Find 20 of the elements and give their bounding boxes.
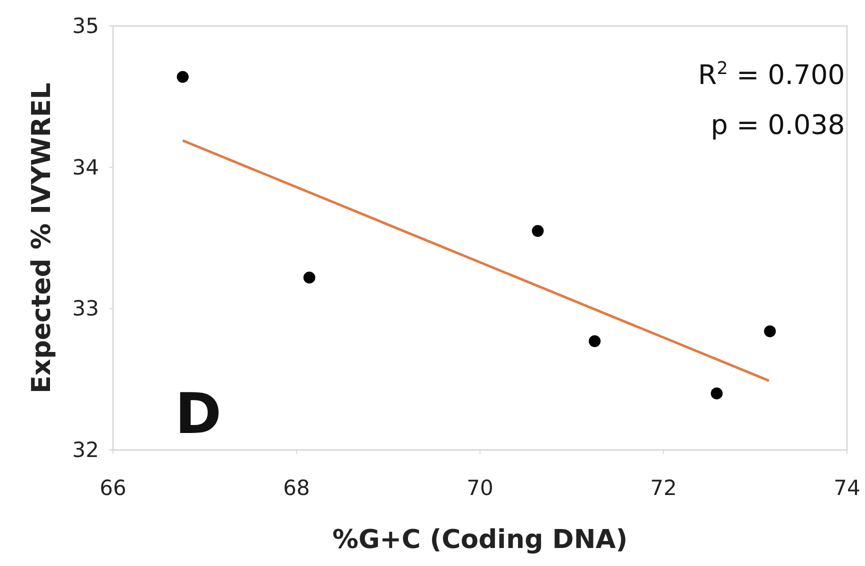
x-tick-label: 72 (650, 476, 677, 500)
point (764, 325, 776, 338)
annotation: D (175, 382, 222, 447)
x-tick-label: 70 (466, 476, 494, 500)
y-tick-label: 35 (72, 14, 99, 38)
point (532, 225, 544, 237)
x-tick-label: 74 (834, 476, 860, 500)
x-tick-label: 66 (100, 476, 126, 500)
point (303, 272, 316, 284)
x-tick-label: 68 (283, 476, 310, 500)
x-axis-title: %G+C (Coding DNA) (332, 525, 628, 555)
y-tick-label: 34 (72, 155, 99, 180)
point (176, 70, 189, 83)
y-tick-label: 33 (72, 296, 99, 321)
y-tick-label: 32 (72, 438, 99, 462)
point (588, 335, 601, 348)
y-axis-title: Expected % IVYWREL (27, 82, 57, 394)
point (710, 388, 723, 400)
annotation: R$^{2}$ = 0.700 (698, 59, 845, 91)
annotation: p = 0.038 (710, 110, 845, 141)
